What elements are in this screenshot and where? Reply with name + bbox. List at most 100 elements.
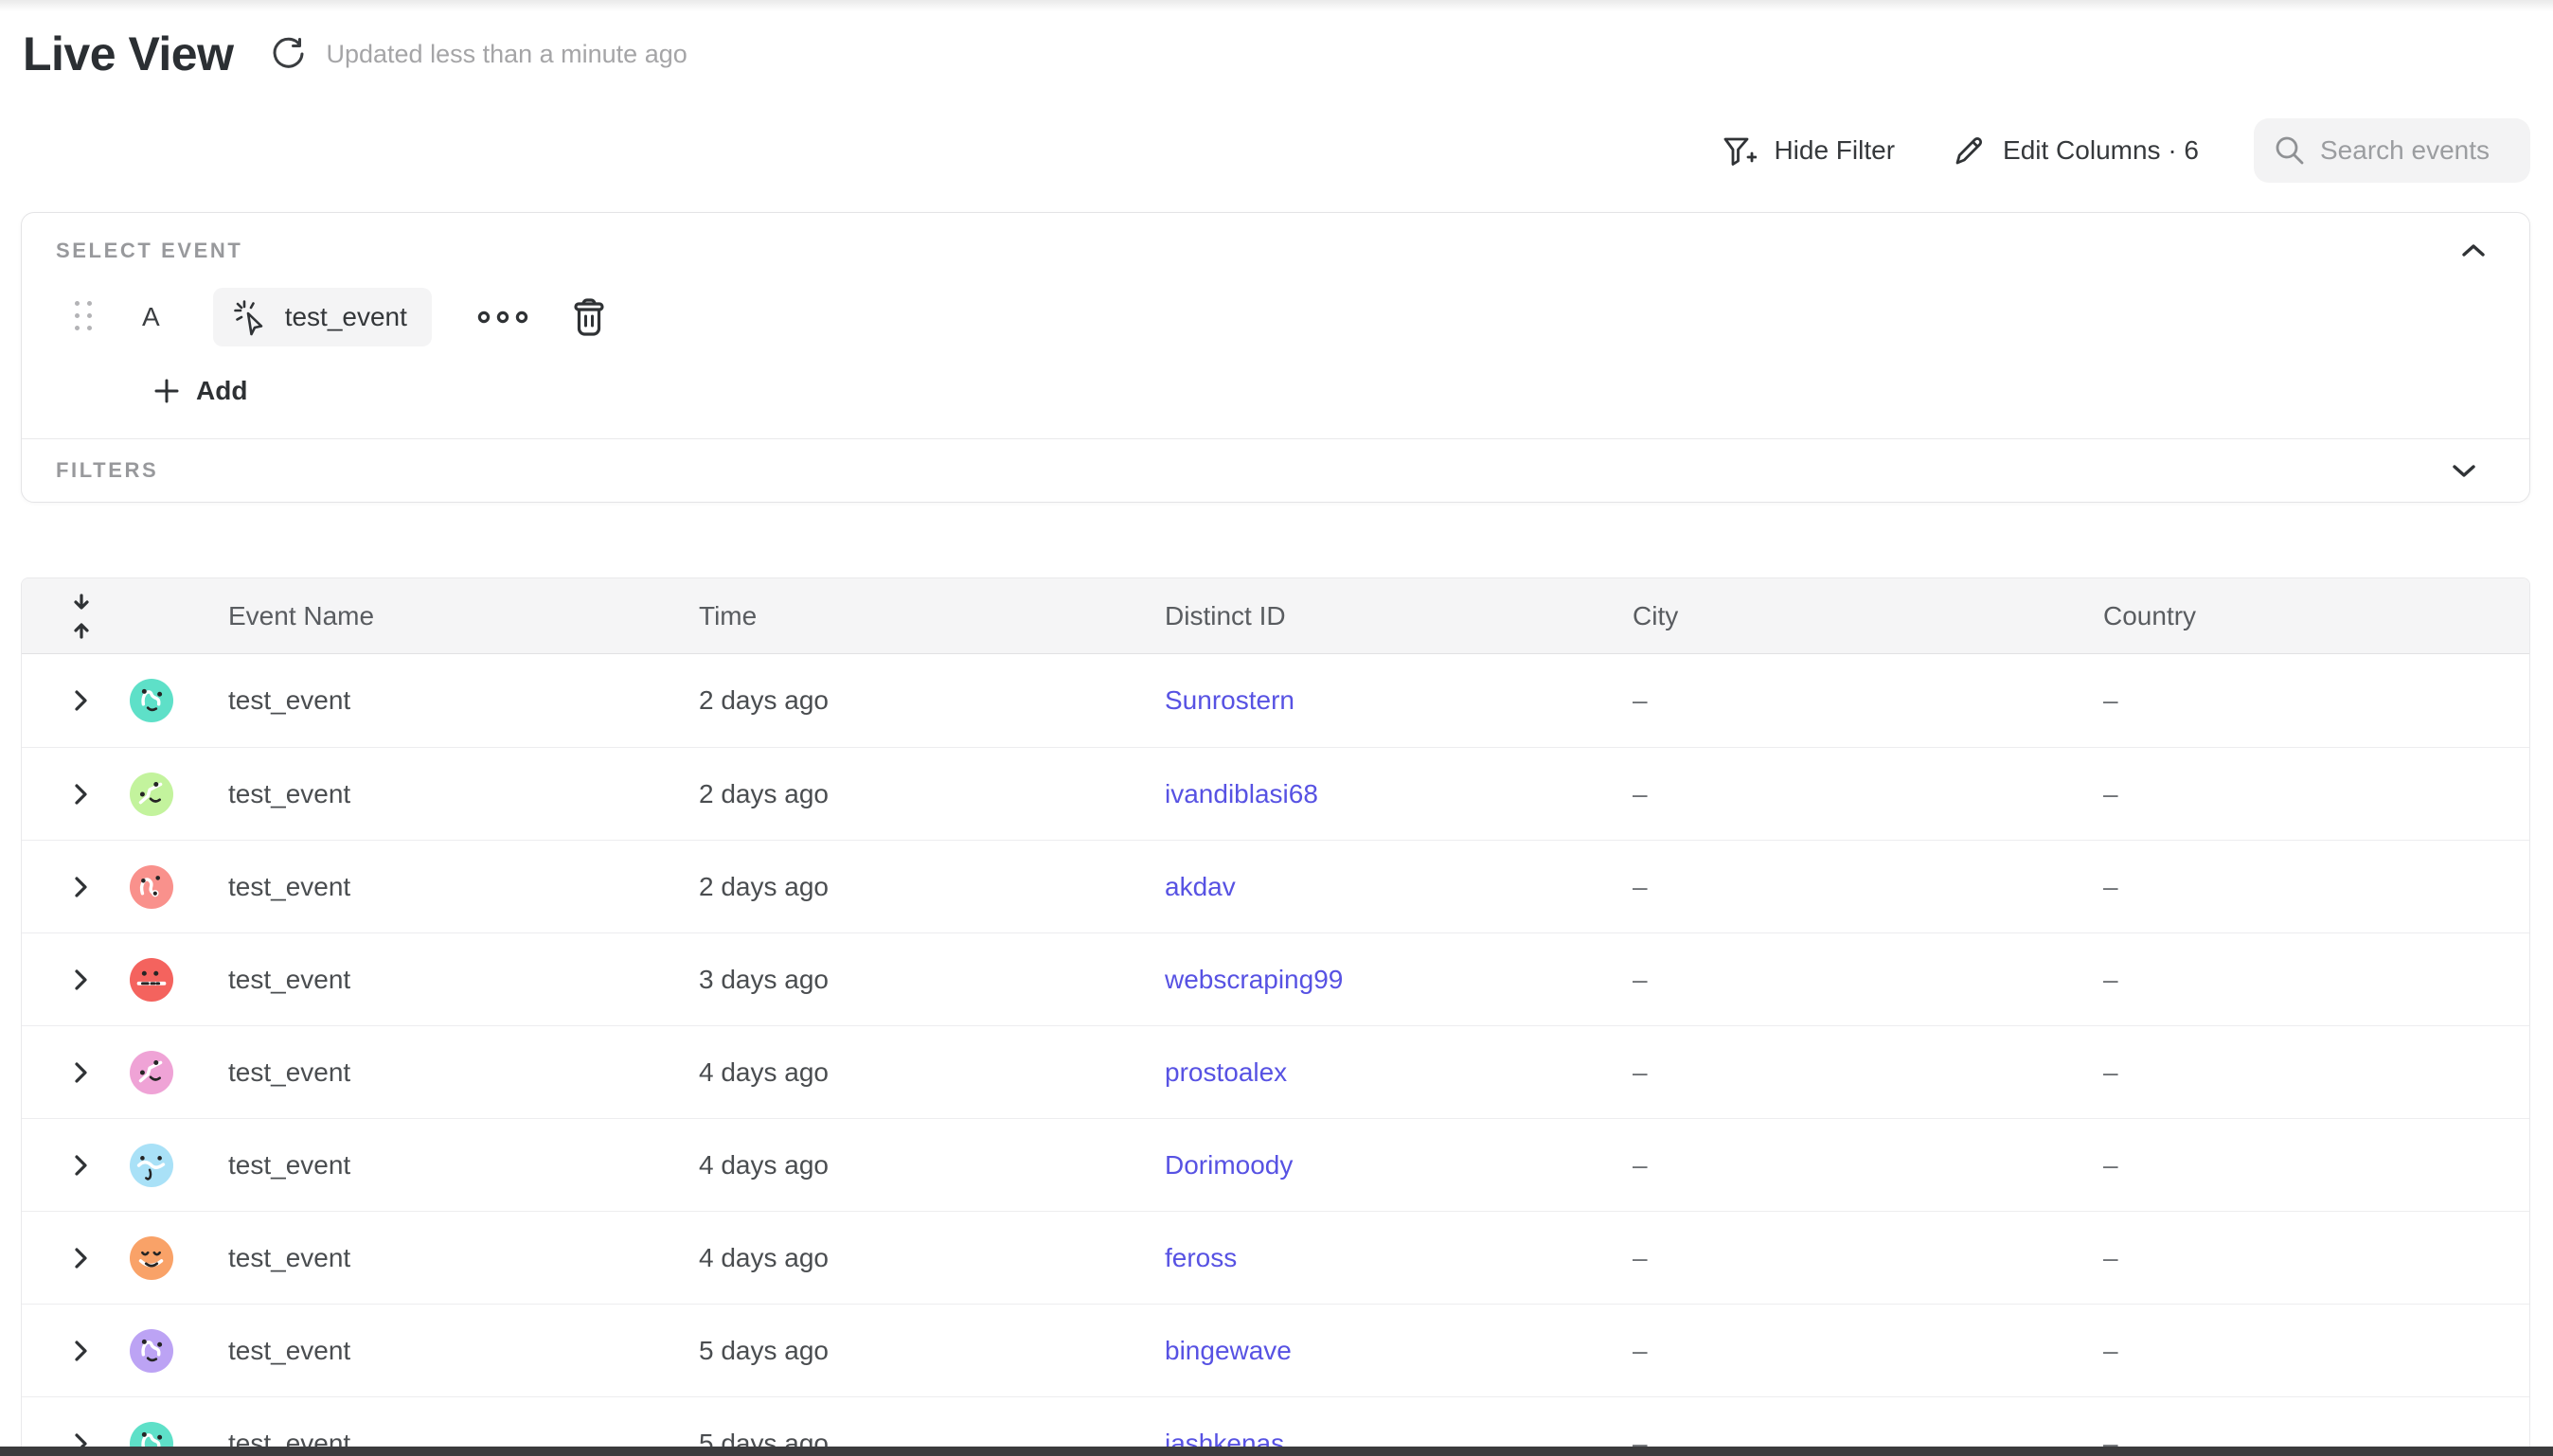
distinct-id-link[interactable]: bingewave (1165, 1335, 1292, 1365)
plus-icon (154, 379, 179, 403)
cell-city: – (1633, 1149, 1648, 1180)
cell-event-name: test_event (228, 685, 351, 715)
filter-plus-icon (1724, 137, 1758, 166)
column-header-country[interactable]: Country (2103, 600, 2197, 630)
cell-time: 3 days ago (699, 964, 829, 994)
drag-handle[interactable] (75, 301, 95, 333)
user-avatar[interactable] (130, 864, 173, 909)
delete-event-button[interactable] (570, 296, 608, 338)
distinct-id-link[interactable]: ivandiblasi68 (1165, 778, 1318, 808)
hide-filter-button[interactable]: Hide Filter (1719, 132, 1895, 169)
edit-columns-label: Edit Columns · 6 (2003, 135, 2199, 165)
chevron-right-icon (75, 1154, 87, 1176)
chevron-right-icon (75, 1340, 87, 1361)
user-avatar[interactable] (130, 957, 173, 1002)
cell-time: 4 days ago (699, 1149, 829, 1180)
chevron-right-icon (75, 1061, 87, 1083)
table-row: test_event 5 days ago bingewave – – (22, 1304, 2529, 1396)
cell-city: – (1633, 778, 1648, 808)
user-avatar[interactable] (130, 679, 173, 722)
chevron-up-icon (2462, 244, 2485, 257)
refresh-icon (274, 37, 304, 68)
refresh-button[interactable] (267, 33, 309, 75)
cell-city: – (1633, 1428, 1648, 1447)
cell-city: – (1633, 1242, 1648, 1272)
clause-letter: A (142, 302, 160, 331)
expand-row-button[interactable] (69, 1429, 94, 1447)
expand-row-button[interactable] (69, 686, 94, 715)
cell-country: – (2103, 1242, 2118, 1272)
select-event-section: SELECT EVENT A test_event (22, 213, 2529, 406)
select-event-label: SELECT EVENT (56, 239, 243, 262)
distinct-id-link[interactable]: jashkenas (1165, 1428, 1285, 1447)
distinct-id-link[interactable]: webscraping99 (1165, 964, 1344, 994)
add-label: Add (196, 376, 248, 405)
cell-country: – (2103, 1335, 2118, 1365)
column-header-distinct-id[interactable]: Distinct ID (1165, 600, 1286, 630)
user-avatar[interactable] (130, 1328, 173, 1373)
expand-row-button[interactable] (69, 1058, 94, 1087)
cell-event-name: test_event (228, 1056, 351, 1087)
panel-divider (22, 438, 2529, 439)
table-row: test_event 4 days ago prostoalex – – (22, 1025, 2529, 1118)
cell-event-name: test_event (228, 964, 351, 994)
event-options-button[interactable] (475, 308, 530, 327)
chevron-right-icon (75, 1432, 87, 1447)
cell-country: – (2103, 964, 2118, 994)
expand-row-button[interactable] (69, 1337, 94, 1365)
edit-columns-button[interactable]: Edit Columns · 6 (1950, 133, 2199, 169)
user-avatar[interactable] (130, 1421, 173, 1447)
collapse-section-button[interactable] (2450, 238, 2497, 264)
cell-event-name: test_event (228, 1149, 351, 1180)
column-header-city[interactable]: City (1633, 600, 1679, 630)
chevron-right-icon (75, 1247, 87, 1269)
search-events-input[interactable] (2254, 118, 2530, 183)
chevron-right-icon (75, 783, 87, 805)
column-header-time[interactable]: Time (699, 600, 758, 630)
cell-event-name: test_event (228, 871, 351, 901)
cell-city: – (1633, 964, 1648, 994)
expand-row-button[interactable] (69, 1244, 94, 1272)
table-row: test_event 3 days ago webscraping99 – – (22, 932, 2529, 1025)
cell-time: 4 days ago (699, 1056, 829, 1087)
cell-event-name: test_event (228, 1242, 351, 1272)
column-header-event-name[interactable]: Event Name (228, 600, 375, 630)
table-row: test_event 5 days ago jashkenas – – (22, 1396, 2529, 1447)
cell-country: – (2103, 871, 2118, 901)
table-row: test_event 2 days ago Sunrostern – – (22, 654, 2529, 747)
cell-time: 4 days ago (699, 1242, 829, 1272)
bottom-edge-bar (0, 1447, 2553, 1456)
distinct-id-link[interactable]: akdav (1165, 871, 1236, 901)
distinct-id-link[interactable]: feross (1165, 1242, 1238, 1272)
user-avatar[interactable] (130, 1143, 173, 1187)
collapse-all-button[interactable] (68, 592, 95, 641)
cell-event-name: test_event (228, 1428, 351, 1447)
expand-row-button[interactable] (69, 1151, 94, 1180)
distinct-id-link[interactable]: Dorimoody (1165, 1149, 1294, 1180)
chevron-right-icon (75, 876, 87, 897)
page-header: Live View Updated less than a minute ago (23, 27, 687, 81)
top-edge-fade (0, 0, 2553, 11)
cell-country: – (2103, 778, 2118, 808)
expand-row-button[interactable] (69, 966, 94, 994)
table-row: test_event 4 days ago feross – – (22, 1211, 2529, 1304)
cell-event-name: test_event (228, 1335, 351, 1365)
event-clause-row: A test_event (75, 287, 2497, 347)
distinct-id-link[interactable]: prostoalex (1165, 1056, 1288, 1087)
cell-city: – (1633, 1335, 1648, 1365)
cell-city: – (1633, 1056, 1648, 1087)
user-avatar[interactable] (130, 1235, 173, 1280)
expand-row-button[interactable] (69, 780, 94, 808)
updated-status: Updated less than a minute ago (326, 39, 687, 68)
expand-filters-button[interactable] (2440, 457, 2488, 484)
chevron-right-icon (75, 968, 87, 990)
distinct-id-link[interactable]: Sunrostern (1165, 685, 1294, 715)
filters-label: FILTERS (56, 458, 159, 482)
event-select-chip[interactable]: test_event (212, 288, 432, 346)
user-avatar[interactable] (130, 1050, 173, 1094)
toolbar: Hide Filter Edit Columns · 6 (1719, 118, 2530, 183)
add-event-button[interactable]: Add (152, 376, 247, 406)
expand-row-button[interactable] (69, 873, 94, 901)
user-avatar[interactable] (130, 772, 173, 816)
chevron-right-icon (75, 690, 87, 711)
